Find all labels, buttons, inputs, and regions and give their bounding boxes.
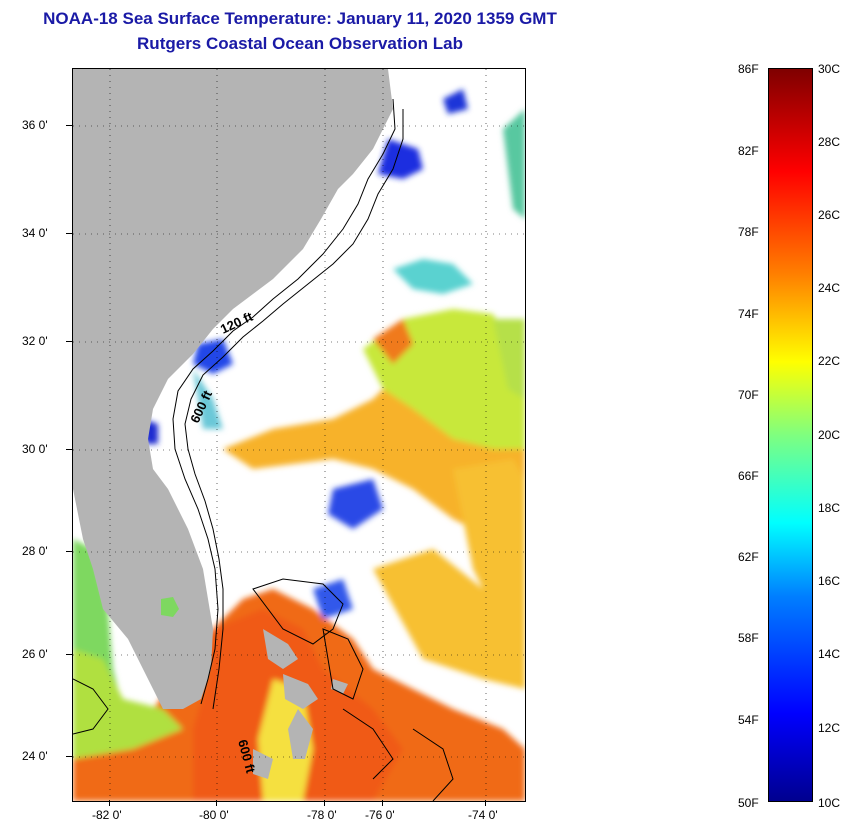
- colorbar-f-66: 66F: [738, 469, 759, 483]
- colorbar-c-14: 14C: [818, 647, 841, 661]
- lon-label-82: -82 0': [92, 808, 122, 822]
- lat-label-28: 28 0': [22, 544, 48, 558]
- colorbar-c-20: 20C: [818, 428, 841, 442]
- lat-label-34: 34 0': [22, 226, 48, 240]
- colorbar-f-54: 54F: [738, 713, 759, 727]
- colorbar-c-22: 22C: [818, 354, 841, 368]
- lon-label-74: -74 0': [468, 808, 498, 822]
- colorbar-f-78: 78F: [738, 225, 759, 239]
- colorbar-f-74: 74F: [738, 307, 759, 321]
- sst-map-canvas: 120 ft 600 ft 600 ft: [73, 69, 525, 801]
- graticule: [73, 69, 525, 801]
- lat-label-24: 24 0': [22, 749, 48, 763]
- colorbar-f-70: 70F: [738, 388, 759, 402]
- lon-label-78: -78 0': [307, 808, 337, 822]
- lon-label-76: -76 0': [365, 808, 395, 822]
- colorbar-c-24: 24C: [818, 281, 841, 295]
- lat-label-30: 30 0': [22, 442, 48, 456]
- land: [73, 69, 393, 779]
- map-subtitle: Rutgers Coastal Ocean Observation Lab: [137, 34, 463, 53]
- lat-label-36: 36 0': [22, 118, 48, 132]
- map-title: NOAA-18 Sea Surface Temperature: January…: [43, 9, 557, 28]
- colorbar-f-50: 50F: [738, 796, 759, 810]
- colorbar-c-18: 18C: [818, 501, 841, 515]
- sst-pixels: [73, 89, 525, 801]
- depth-contours: [73, 98, 454, 801]
- sst-map: 120 ft 600 ft 600 ft: [72, 68, 526, 802]
- colorbar-f-58: 58F: [738, 631, 759, 645]
- lat-label-32: 32 0': [22, 334, 48, 348]
- colorbar-c-30: 30C: [818, 62, 841, 76]
- colorbar-c-28: 28C: [818, 135, 841, 149]
- colorbar-c-26: 26C: [818, 208, 841, 222]
- colorbar-f-86: 86F: [738, 62, 759, 76]
- colorbar-c-16: 16C: [818, 574, 841, 588]
- colorbar-f-62: 62F: [738, 550, 759, 564]
- colorbar-c-10: 10C: [818, 796, 841, 810]
- lon-label-80: -80 0': [199, 808, 229, 822]
- colorbar-f-82: 82F: [738, 144, 759, 158]
- temperature-colorbar: [768, 68, 813, 802]
- colorbar-c-12: 12C: [818, 721, 841, 735]
- lat-label-26: 26 0': [22, 647, 48, 661]
